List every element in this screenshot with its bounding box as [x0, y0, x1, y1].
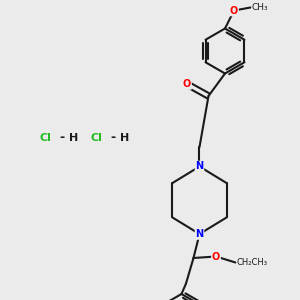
Text: N: N	[195, 161, 204, 172]
Text: CH₃: CH₃	[252, 3, 268, 12]
Text: N: N	[195, 229, 204, 239]
Text: Cl: Cl	[90, 133, 102, 143]
Text: Cl: Cl	[39, 133, 51, 143]
Text: -: -	[59, 131, 64, 145]
Text: CH₂CH₃: CH₂CH₃	[237, 258, 268, 267]
Text: H: H	[69, 133, 78, 143]
Text: H: H	[120, 133, 129, 143]
Text: O: O	[230, 5, 238, 16]
Text: -: -	[110, 131, 115, 145]
Text: O: O	[183, 79, 191, 89]
Text: O: O	[212, 251, 220, 262]
